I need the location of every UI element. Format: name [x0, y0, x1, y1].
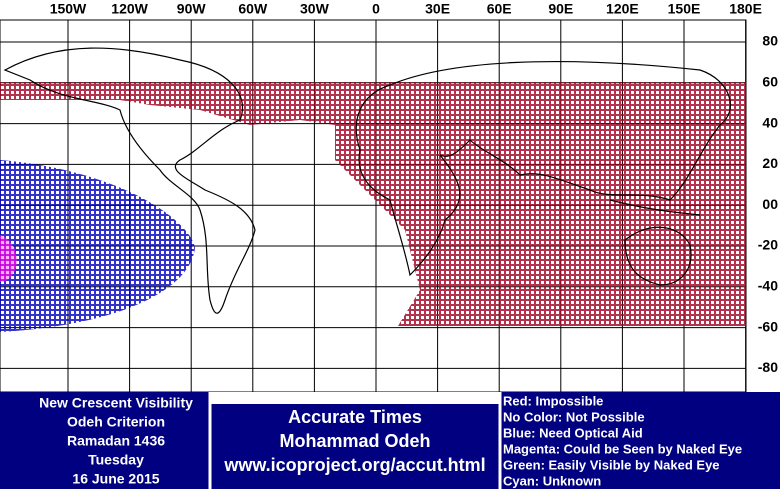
- lon-label: 120E: [606, 1, 639, 17]
- optical-aid-region: [0, 160, 195, 332]
- impossible-region: [0, 82, 746, 326]
- title-line: New Crescent Visibility: [39, 395, 193, 411]
- legend-entry: Cyan: Unknown: [503, 473, 601, 488]
- lon-label: 0: [372, 1, 380, 17]
- naked-eye-region: [0, 235, 17, 282]
- lat-label: 60: [762, 74, 778, 90]
- lat-label: -40: [758, 278, 778, 294]
- lon-label: 120W: [111, 1, 148, 17]
- legend-entry: Blue: Need Optical Aid: [503, 425, 643, 440]
- title-line: Tuesday: [88, 452, 144, 468]
- credit-line: Mohammad Odeh: [279, 431, 430, 451]
- lon-label: 30W: [300, 1, 330, 17]
- lon-label: 150E: [668, 1, 701, 17]
- lat-label: 20: [762, 155, 778, 171]
- legend-entry: Red: Impossible: [503, 393, 603, 408]
- lon-label: 150W: [50, 1, 87, 17]
- lon-label: 60E: [487, 1, 512, 17]
- lat-label: -60: [758, 318, 778, 334]
- credit-line: Accurate Times: [288, 407, 422, 427]
- lon-label: 180E: [729, 1, 762, 17]
- coastlines: [3, 47, 731, 314]
- credit-line: www.icoproject.org/accut.html: [223, 455, 485, 475]
- lon-label: 90E: [548, 1, 573, 17]
- lat-label: 40: [762, 114, 778, 130]
- lon-label: 60W: [238, 1, 268, 17]
- title-line: Ramadan 1436: [67, 433, 165, 449]
- title-line: 16 June 2015: [72, 471, 159, 487]
- legend-entry: Magenta: Could be Seen by Naked Eye: [503, 441, 742, 456]
- lat-label: -20: [758, 237, 778, 253]
- legend-entry: Green: Easily Visible by Naked Eye: [503, 457, 720, 472]
- lon-label: 30E: [425, 1, 450, 17]
- lon-label: 90W: [177, 1, 207, 17]
- divider: [210, 392, 500, 404]
- title-line: Odeh Criterion: [67, 414, 165, 430]
- lat-label: -80: [758, 359, 778, 375]
- lat-label: 00: [762, 196, 778, 212]
- lat-label: 80: [762, 33, 778, 49]
- legend-entry: No Color: Not Possible: [503, 409, 645, 424]
- info-panel: [0, 392, 780, 489]
